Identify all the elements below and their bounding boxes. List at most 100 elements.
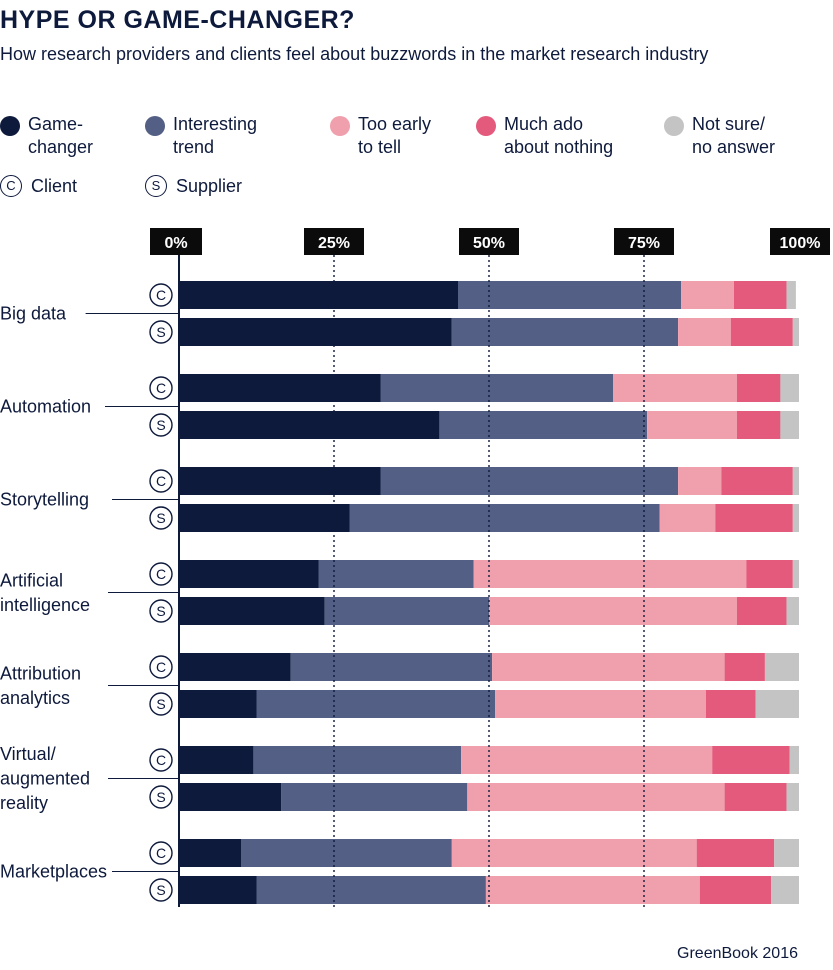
bar-segment-game-changer <box>179 560 319 588</box>
respondent-symbol: C <box>156 566 166 582</box>
bar-segment-not-sure <box>755 690 799 718</box>
bar-segment-too-early <box>681 281 734 309</box>
bar-segment-too-early <box>451 839 697 867</box>
category-label-line: Automation <box>0 397 91 417</box>
bar-segment-too-early <box>489 597 737 625</box>
category-label: Marketplaces <box>0 862 107 882</box>
legend-label: Interesting trend <box>173 114 258 157</box>
client-icon <box>149 562 173 586</box>
client-icon: C <box>0 175 22 197</box>
bar-segment-interesting-trend <box>256 690 496 718</box>
tick-label-box <box>459 228 519 255</box>
category-label-line: Storytelling <box>0 490 89 510</box>
respondent-symbol: C <box>156 845 166 861</box>
legend-swatch-much-ado <box>476 116 496 136</box>
supplier-icon: S <box>145 175 167 197</box>
bar-segment-much-ado <box>712 746 790 774</box>
tick-label-box <box>770 228 830 255</box>
client-icon <box>149 283 173 307</box>
bar-segment-not-sure <box>780 411 799 439</box>
bar-segment-not-sure <box>786 281 796 309</box>
bar-segment-too-early <box>659 504 716 532</box>
bar-segment-not-sure <box>764 653 799 681</box>
legend-label: Too early to tell <box>358 114 432 157</box>
bar-segment-too-early <box>678 467 722 495</box>
key-supplier-label: Supplier <box>176 176 243 196</box>
bar-segment-game-changer <box>179 504 350 532</box>
bar-segment-game-changer <box>179 746 254 774</box>
bar-segment-too-early <box>461 746 713 774</box>
bar-segment-much-ado <box>724 783 787 811</box>
bar-segment-too-early <box>473 560 747 588</box>
legend-swatch-too-early <box>330 116 350 136</box>
bar-segment-much-ado <box>706 690 756 718</box>
bar-segment-interesting-trend <box>290 653 493 681</box>
bar-segment-much-ado <box>699 876 772 904</box>
supplier-icon <box>149 320 173 344</box>
category-label: Virtual/augmented reality <box>0 744 90 813</box>
bar-segment-interesting-trend <box>439 411 648 439</box>
bar-segment-much-ado <box>737 411 781 439</box>
category-label-line: analytics <box>0 688 70 708</box>
bar-segment-game-changer <box>179 653 291 681</box>
respondent-symbol: S <box>156 510 165 526</box>
respondent-symbol: S <box>156 696 165 712</box>
bar-segment-game-changer <box>179 876 257 904</box>
supplier-icon <box>149 413 173 437</box>
category-label: Attribution analytics <box>0 663 81 708</box>
category-label-line: augmented <box>0 769 90 789</box>
category-label-line: Attribution <box>0 663 81 683</box>
legend-label: Not sure/no answer <box>692 114 776 157</box>
bar-segment-not-sure <box>792 467 799 495</box>
respondent-symbol: C <box>156 287 166 303</box>
respondent-symbol: S <box>156 882 165 898</box>
bar-segment-game-changer <box>179 690 257 718</box>
tick-label: 75% <box>628 235 660 252</box>
bar-segment-much-ado <box>721 467 793 495</box>
bar-segment-much-ado <box>737 597 787 625</box>
bar-segment-too-early <box>613 374 737 402</box>
tick-label: 50% <box>473 235 505 252</box>
legend-swatch-not-sure <box>664 116 684 136</box>
supplier-icon <box>149 785 173 809</box>
category-label: Storytelling <box>0 490 89 510</box>
legend-swatch-game-changer <box>0 116 20 136</box>
respondent-symbol: C <box>156 752 166 768</box>
respondent-symbol: C <box>156 380 166 396</box>
tick-label-box <box>304 228 364 255</box>
category-label-line: Marketplaces <box>0 862 107 882</box>
bar-segment-game-changer <box>179 411 440 439</box>
bar-segment-interesting-trend <box>349 504 660 532</box>
bar-segment-too-early <box>495 690 706 718</box>
supplier-icon <box>149 692 173 716</box>
bar-segment-game-changer <box>179 281 458 309</box>
bar-segment-game-changer <box>179 783 282 811</box>
bar-segment-game-changer <box>179 467 381 495</box>
bar-segment-not-sure <box>786 597 799 625</box>
client-icon <box>149 748 173 772</box>
bar-segment-interesting-trend <box>380 374 613 402</box>
bar-segment-much-ado <box>730 318 793 346</box>
bar-segment-not-sure <box>780 374 799 402</box>
tick-label: 25% <box>318 235 350 252</box>
bar-segment-game-changer <box>179 597 325 625</box>
respondent-symbol: S <box>156 789 165 805</box>
tick-label-box <box>150 228 202 255</box>
bar-segment-interesting-trend <box>241 839 452 867</box>
respondent-symbol: C <box>156 473 166 489</box>
tick-label: 0% <box>164 235 187 252</box>
bar-segment-much-ado <box>715 504 793 532</box>
respondent-symbol: S <box>156 417 165 433</box>
bar-segment-game-changer <box>179 374 381 402</box>
bar-segment-not-sure <box>792 504 799 532</box>
category-label: Automation <box>0 397 91 417</box>
bar-segment-interesting-trend <box>380 467 679 495</box>
category-label-line: reality <box>0 793 48 813</box>
respondent-symbol: S <box>156 324 165 340</box>
legend-swatch-interesting-trend <box>145 116 165 136</box>
supplier-icon <box>149 506 173 530</box>
client-icon <box>149 376 173 400</box>
chart-subtitle: How research providers and clients feel … <box>0 44 709 64</box>
bar-segment-interesting-trend <box>253 746 462 774</box>
